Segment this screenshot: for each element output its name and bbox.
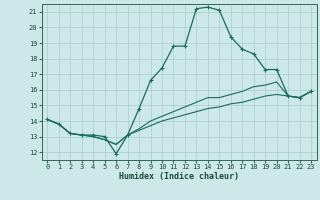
X-axis label: Humidex (Indice chaleur): Humidex (Indice chaleur) (119, 172, 239, 181)
